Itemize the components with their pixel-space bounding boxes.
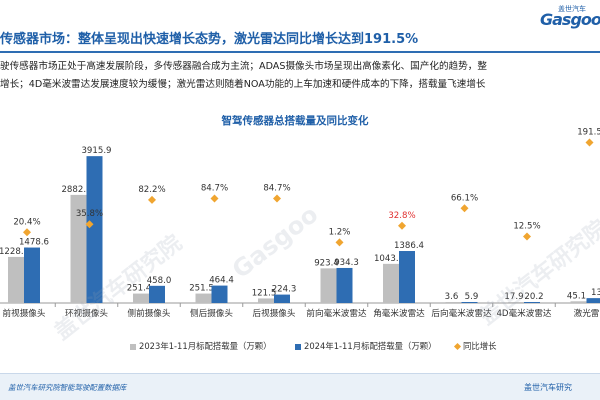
category-label: 前视摄像头 — [3, 307, 46, 319]
growth-label: 12.5% — [513, 221, 540, 231]
legend-item-growth: 同比增长 — [453, 340, 497, 352]
bar-2023 — [258, 298, 274, 303]
growth-label: 20.4% — [13, 217, 40, 227]
bar-label-2024: 464.4 — [209, 276, 234, 286]
bar-2024 — [524, 302, 540, 303]
bar-label-2024: 224.3 — [272, 285, 297, 295]
bar-2023 — [70, 194, 87, 303]
growth-marker — [148, 195, 156, 204]
bar-label-2023: 45.1 — [567, 291, 586, 301]
bar-2023 — [508, 302, 524, 303]
bar-2024 — [461, 302, 478, 303]
growth-label: 191.5 — [577, 127, 600, 137]
bar-2024 — [399, 251, 415, 303]
growth-marker — [460, 204, 469, 213]
bar-label-2023: 923.4 — [314, 258, 339, 268]
bar-label-2023: 17.9 — [504, 292, 523, 302]
bar-2023 — [570, 301, 587, 303]
summary-line-1: 驶传感器市场正处于高速发展阶段，多传感器融合成为主流；ADAS摄像头市场呈现出高… — [0, 61, 487, 72]
page-title: 传感器市场：整体呈现出快速增长态势，激光雷达同比增长达到191.5% — [0, 32, 419, 47]
growth-label: 66.1% — [451, 193, 478, 203]
bar-label-2024: 13 — [591, 288, 600, 298]
legend-swatch-2023 — [130, 343, 136, 350]
category-label: 侧后摄像头 — [190, 307, 233, 319]
bar-2023 — [445, 302, 462, 303]
footer: 盖世汽车研究院智能驾驶配置数据库 盖世汽车研究 — [0, 373, 600, 400]
bar-label-2024: 3915.9 — [81, 146, 111, 156]
growth-marker — [398, 221, 406, 230]
legend-item-2023: 2023年1-11月标配搭载量（万颗） — [130, 340, 271, 352]
growth-marker — [523, 232, 531, 241]
bar-label-2024: 934.3 — [334, 258, 359, 268]
bar-2024 — [211, 285, 228, 303]
legend-swatch-growth — [453, 342, 462, 351]
title-underline — [0, 51, 600, 53]
legend-swatch-2024 — [295, 343, 301, 350]
footer-source: 盖世汽车研究院智能驾驶配置数据库 — [8, 383, 127, 392]
bar-label-2024: 1478.6 — [19, 238, 49, 248]
growth-label: 35.8% — [76, 209, 103, 219]
bar-2024 — [336, 267, 353, 303]
growth-label: 82.2% — [138, 185, 165, 195]
growth-marker — [585, 138, 594, 147]
summary-text: 驶传感器市场正处于高速发展阶段，多传感器融合成为主流；ADAS摄像头市场呈现出高… — [0, 58, 600, 94]
growth-marker — [23, 228, 31, 237]
bar-2024 — [274, 294, 290, 303]
chart-title-text: 智驾传感器总搭载量及同比变化 — [221, 115, 369, 127]
bar-label-2023: 1228.5 — [0, 247, 29, 257]
growth-marker — [273, 194, 281, 203]
bar-label-2024: 5.9 — [465, 292, 479, 302]
bar-2023 — [133, 293, 149, 303]
gasgoo-logo: 盖世汽车 Gasgoo — [540, 4, 600, 30]
category-label: 后视摄像头 — [253, 307, 296, 319]
bar-label-2023: 251.4 — [127, 284, 152, 294]
legend-item-2024: 2024年1-11月标配搭载量（万颗） — [295, 340, 436, 352]
growth-label: 1.2% — [329, 227, 351, 237]
footer-brand: 盖世汽车研究 — [524, 383, 572, 392]
chart-title: 智驾传感器总搭载量及同比变化 — [0, 113, 600, 128]
category-label: 环视摄像头 — [65, 307, 108, 319]
bar-label-2023: 121.5 — [252, 288, 277, 298]
category-label: 后向毫米波雷达 — [431, 307, 492, 319]
bar-label-2023: 3.6 — [445, 292, 459, 302]
category-label: 4D毫米波雷达 — [496, 307, 551, 319]
bar-2024 — [149, 285, 165, 303]
bar-label-2023: 2882.9 — [61, 185, 91, 195]
legend-label-growth: 同比增长 — [463, 341, 497, 351]
category-label: 侧前摄像头 — [128, 307, 171, 319]
legend-label-2024: 2024年1-11月标配搭载量（万颗） — [304, 341, 437, 351]
bar-2024 — [86, 156, 103, 303]
bar-2023 — [195, 293, 212, 303]
logo-cn-text: 盖世汽车 — [558, 5, 586, 13]
bar-label-2024: 458.0 — [147, 276, 172, 286]
growth-marker — [85, 220, 94, 229]
growth-marker — [210, 194, 219, 203]
bar-label-2024: 20.2 — [524, 292, 543, 302]
legend-label-2023: 2023年1-11月标配搭载量（万颗） — [139, 341, 272, 351]
growth-label: 84.7% — [201, 184, 228, 194]
bar-label-2024: 1386.4 — [394, 241, 424, 251]
bar-2023 — [320, 268, 337, 303]
logo-en-text: Gasgoo — [540, 10, 600, 29]
bar-2023 — [383, 263, 399, 303]
bar-label-2023: 1043.9 — [374, 254, 404, 264]
category-label: 前向毫米波雷达 — [306, 307, 367, 319]
category-label: 角毫米波雷达 — [373, 307, 425, 319]
bar-2024 — [24, 247, 40, 303]
growth-marker — [335, 238, 344, 247]
growth-label: 32.8% — [388, 211, 415, 221]
summary-line-2: 增长；4D毫米波雷达发展速度较为缓慢；激光雷达则随着NOA功能的上车加速和硬件成… — [0, 79, 486, 90]
growth-label: 84.7% — [263, 184, 290, 194]
title-bar: 传感器市场：整体呈现出快速增长态势，激光雷达同比增长达到191.5% 盖世汽车 … — [0, 0, 600, 56]
category-label: 激光雷 — [574, 307, 600, 319]
bar-label-2023: 251.5 — [189, 284, 214, 294]
bar-2023 — [8, 256, 24, 303]
bar-2024 — [586, 298, 600, 303]
